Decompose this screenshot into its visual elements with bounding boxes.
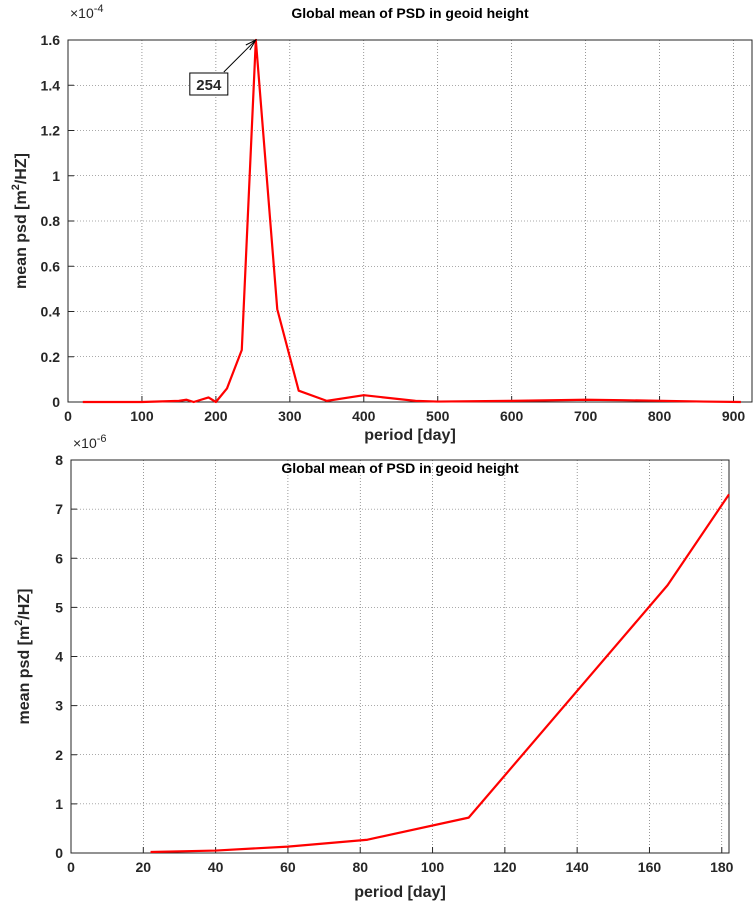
chart-title: Global mean of PSD in geoid height <box>291 5 529 21</box>
y-tick-label: 5 <box>55 599 63 615</box>
annotation-arrow <box>223 39 257 73</box>
y-tick-label: 1.6 <box>41 32 61 48</box>
y-multiplier: ×10-4 <box>70 3 104 21</box>
y-label-sup: 2 <box>13 620 25 626</box>
x-tick-label: 500 <box>426 408 450 424</box>
multiplier-exp: -4 <box>94 3 104 15</box>
y-tick-label: 6 <box>55 550 63 566</box>
y-tick-label: 1 <box>55 796 63 812</box>
y-tick-label: 1.4 <box>41 77 61 93</box>
annotation-label: 254 <box>196 77 222 94</box>
data-line <box>82 38 741 404</box>
y-label-text: /HZ] <box>16 589 33 620</box>
x-tick-label: 140 <box>565 859 589 875</box>
y-tick-label: 0 <box>52 394 60 410</box>
y-tick-label: 2 <box>55 747 63 763</box>
x-axis-label: period [day] <box>364 427 456 444</box>
x-tick-label: 400 <box>352 408 376 424</box>
multiplier-base: ×10 <box>73 435 97 451</box>
y-axis-label: mean psd [m2/HZ] <box>13 589 33 725</box>
x-tick-label: 100 <box>130 408 154 424</box>
y-multiplier: ×10-6 <box>73 433 107 451</box>
y-axis-label: mean psd [m2/HZ] <box>10 153 30 289</box>
x-tick-label: 300 <box>278 408 302 424</box>
x-tick-label: 20 <box>136 859 152 875</box>
y-tick-label: 0 <box>55 845 63 861</box>
y-tick-label: 0.4 <box>41 304 61 320</box>
multiplier-base: ×10 <box>70 5 94 21</box>
y-tick-label: 8 <box>55 452 63 468</box>
x-tick-label: 180 <box>710 859 734 875</box>
y-tick-label: 1 <box>52 168 60 184</box>
y-label-sup: 2 <box>10 184 22 190</box>
x-tick-label: 80 <box>352 859 368 875</box>
x-tick-label: 800 <box>648 408 672 424</box>
plot-frame <box>67 39 753 403</box>
x-axis-label: period [day] <box>354 884 446 901</box>
x-tick-label: 600 <box>500 408 524 424</box>
x-tick-label: 0 <box>67 859 75 875</box>
x-tick-label: 100 <box>421 859 445 875</box>
y-label-text: mean psd [m <box>13 190 30 289</box>
y-label-text: mean psd [m <box>16 626 33 725</box>
data-line <box>150 493 730 854</box>
chart-title: Global mean of PSD in geoid height <box>281 460 519 476</box>
y-tick-label: 1.2 <box>41 123 61 139</box>
x-tick-label: 120 <box>493 859 517 875</box>
x-tick-label: 900 <box>722 408 746 424</box>
plot-frame <box>70 459 730 854</box>
x-tick-label: 40 <box>208 859 224 875</box>
multiplier-exp: -6 <box>97 433 107 445</box>
x-tick-label: 200 <box>204 408 228 424</box>
y-label-text: /HZ] <box>13 153 30 184</box>
x-tick-label: 700 <box>574 408 598 424</box>
y-tick-label: 7 <box>55 501 63 517</box>
arrow-head <box>245 38 258 51</box>
y-tick-label: 0.8 <box>41 213 61 229</box>
y-tick-label: 0.6 <box>41 258 61 274</box>
y-tick-label: 0.2 <box>41 349 61 365</box>
x-tick-label: 0 <box>64 408 72 424</box>
y-tick-label: 3 <box>55 698 63 714</box>
x-tick-label: 160 <box>638 859 662 875</box>
y-tick-label: 4 <box>55 649 63 665</box>
annotation-box <box>189 72 229 96</box>
x-tick-label: 60 <box>280 859 296 875</box>
